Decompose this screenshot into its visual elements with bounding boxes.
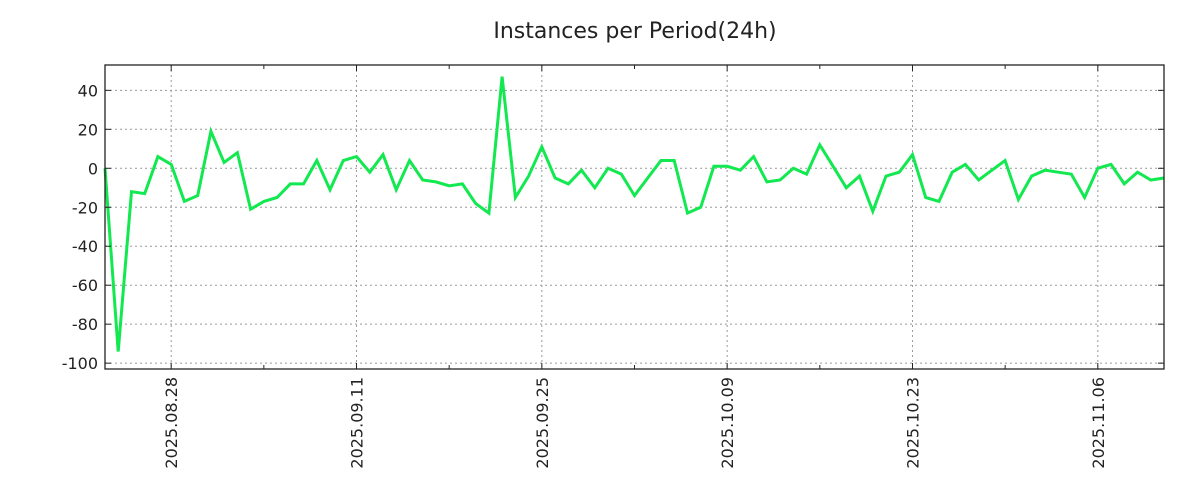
x-axis: 2025.08.28 2025.09.11 2025.09.25 2025.10.09… — [162, 65, 1108, 469]
chart-title: Instances per Period(24h) — [493, 19, 776, 44]
grid — [105, 65, 1164, 369]
x-tick-label: 2025.10.23 — [903, 377, 922, 469]
y-tick-label: 0 — [88, 159, 98, 178]
series-layer — [105, 77, 1164, 352]
y-tick-label: 20 — [78, 120, 98, 139]
plot-frame — [105, 65, 1164, 369]
x-tick-label: 2025.08.28 — [162, 377, 181, 469]
series-line — [105, 77, 1164, 352]
y-tick-label: -60 — [72, 276, 98, 295]
x-tick-label: 2025.09.11 — [348, 377, 367, 469]
y-tick-label: -80 — [72, 315, 98, 334]
x-tick-label: 2025.11.06 — [1089, 377, 1108, 469]
y-tick-label: -40 — [72, 237, 98, 256]
x-tick-label: 2025.09.25 — [533, 377, 552, 469]
y-tick-label: -100 — [62, 354, 98, 373]
x-tick-label: 2025.10.09 — [718, 377, 737, 469]
y-axis: 40 20 0 -20 -40 -60 -80 -100 — [62, 81, 1164, 373]
y-tick-label: -20 — [72, 198, 98, 217]
y-tick-label: 40 — [78, 81, 98, 100]
